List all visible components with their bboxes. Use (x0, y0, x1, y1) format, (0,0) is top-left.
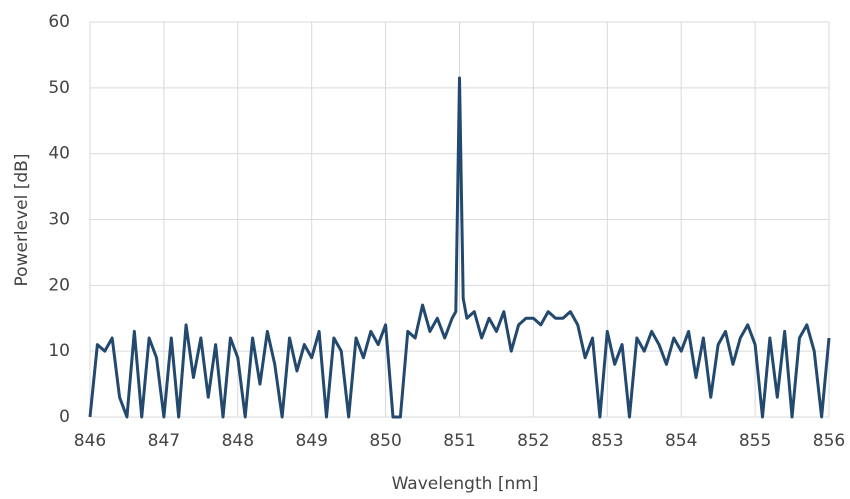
data-line (88, 76, 831, 419)
x-tick-label: 856 (813, 431, 845, 451)
y-tick-label: 40 (48, 144, 70, 164)
x-tick-label: 850 (369, 431, 401, 451)
y-tick-label: 0 (59, 407, 70, 427)
x-tick-label: 853 (591, 431, 623, 451)
x-tick-label: 855 (739, 431, 771, 451)
y-tick-label: 10 (48, 341, 70, 361)
x-tick-label: 847 (148, 431, 180, 451)
x-tick-label: 846 (74, 431, 106, 451)
x-tick-label: 854 (665, 431, 697, 451)
x-tick-label: 851 (443, 431, 475, 451)
x-tick-label: 848 (222, 431, 254, 451)
y-tick-label: 50 (48, 78, 70, 98)
y-tick-label: 20 (48, 275, 70, 295)
x-tick-label: 849 (295, 431, 327, 451)
y-tick-label: 30 (48, 210, 70, 230)
x-tick-label: 852 (517, 431, 549, 451)
x-axis-label: Wavelength [nm] (392, 474, 539, 494)
y-axis-label: Powerlevel [dB] (12, 154, 32, 287)
y-tick-label: 60 (48, 12, 70, 32)
